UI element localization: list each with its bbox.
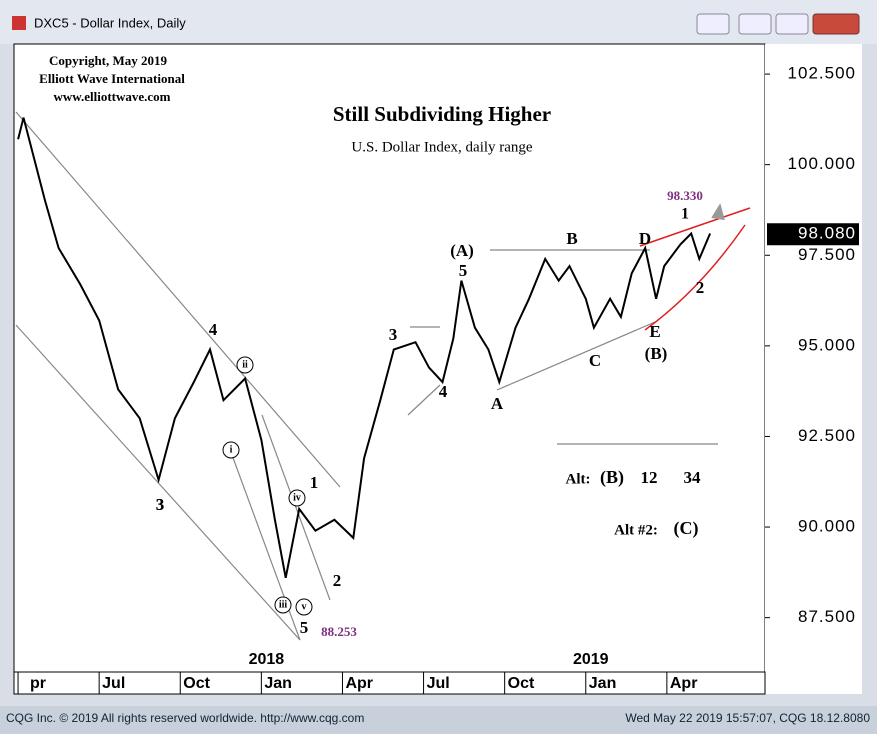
window-title: DXC5 - Dollar Index, Daily [34,15,186,30]
annotation: B [566,229,577,248]
annotation: www.elliottwave.com [54,89,171,104]
annotation: i [230,444,233,455]
annotation: 1 [681,206,689,223]
time-axis [13,671,766,695]
annotation: 3 [389,325,398,344]
annotation: A [491,394,504,413]
annotation: (C) [674,518,699,539]
annotation: v [302,601,307,612]
annotation: D [639,229,651,248]
x-tick-label: Oct [183,675,210,692]
footer-left: CQG Inc. © 2019 All rights reserved worl… [6,711,364,725]
annotation: 88.253 [321,624,357,639]
channel-lines [15,111,718,641]
annotation: 2 [696,278,705,297]
year-label: 2018 [249,651,285,668]
year-label: 2019 [573,651,609,668]
y-tick-label: 102.500 [788,64,856,83]
annotation: Elliott Wave International [39,71,185,86]
annotation: Alt: [566,471,591,487]
annotation: 4 [439,382,448,401]
x-tick-label: Apr [345,675,373,692]
title-bar [0,0,877,44]
plot-area [13,43,766,673]
annotation: 5 [300,618,309,637]
annotation: C [589,351,601,370]
wedge-lines [639,203,751,331]
annotation: 3 [156,495,165,514]
y-tick-label: 100.000 [788,154,856,173]
last-price-box [767,223,859,246]
minimize-button[interactable] [738,13,772,35]
annotation: (A) [450,241,474,260]
close-button[interactable] [812,13,860,35]
status-bar [0,706,877,734]
annotation: 1 [310,473,319,492]
x-tick-label: Oct [508,675,535,692]
x-tick-label: Apr [670,675,698,692]
wave-circle [236,356,254,374]
y-tick-label: 95.000 [798,335,856,354]
annotation: E [649,322,660,341]
wave-circle [222,441,240,459]
annotation: iii [279,599,288,610]
maximize-button[interactable] [775,13,809,35]
footer-right: Wed May 22 2019 15:57:07, CQG 18.12.8080 [625,711,870,725]
app-icon [12,16,26,30]
wave-circle [288,489,306,507]
price-axis [765,44,862,694]
annotation: 34 [684,468,702,487]
annotation: 98.330 [667,188,703,203]
wave-circle [295,598,313,616]
annotation: iv [293,492,301,503]
x-tick-label: Jul [102,675,125,692]
x-tick-label: Jan [589,675,617,692]
annotation: 4 [209,320,218,339]
y-tick-label: 90.000 [798,517,856,536]
annotation: Copyright, May 2019 [49,53,168,68]
annotation: (B) [600,467,624,488]
annotation: 5 [459,261,468,280]
chart-title: Still Subdividing Higher [333,102,551,126]
last-price-label: 98.080 [798,224,856,243]
annotation: 12 [641,468,658,487]
annotation: 2 [333,571,342,590]
annotation: ii [242,359,248,370]
x-tick-label: pr [30,675,46,692]
x-tick-label: Jul [427,675,450,692]
annotation: 3 [156,495,165,514]
y-tick-label: 87.500 [798,607,856,626]
link-button[interactable] [696,13,730,35]
y-tick-label: 97.500 [798,245,856,264]
price-line [17,117,712,578]
x-tick-label: Jan [264,675,292,692]
wave-circle [274,596,292,614]
y-tick-label: 92.500 [798,426,856,445]
chart-subtitle: U.S. Dollar Index, daily range [351,139,533,155]
annotation: Alt #2: [614,522,658,538]
annotation: (B) [645,344,668,363]
